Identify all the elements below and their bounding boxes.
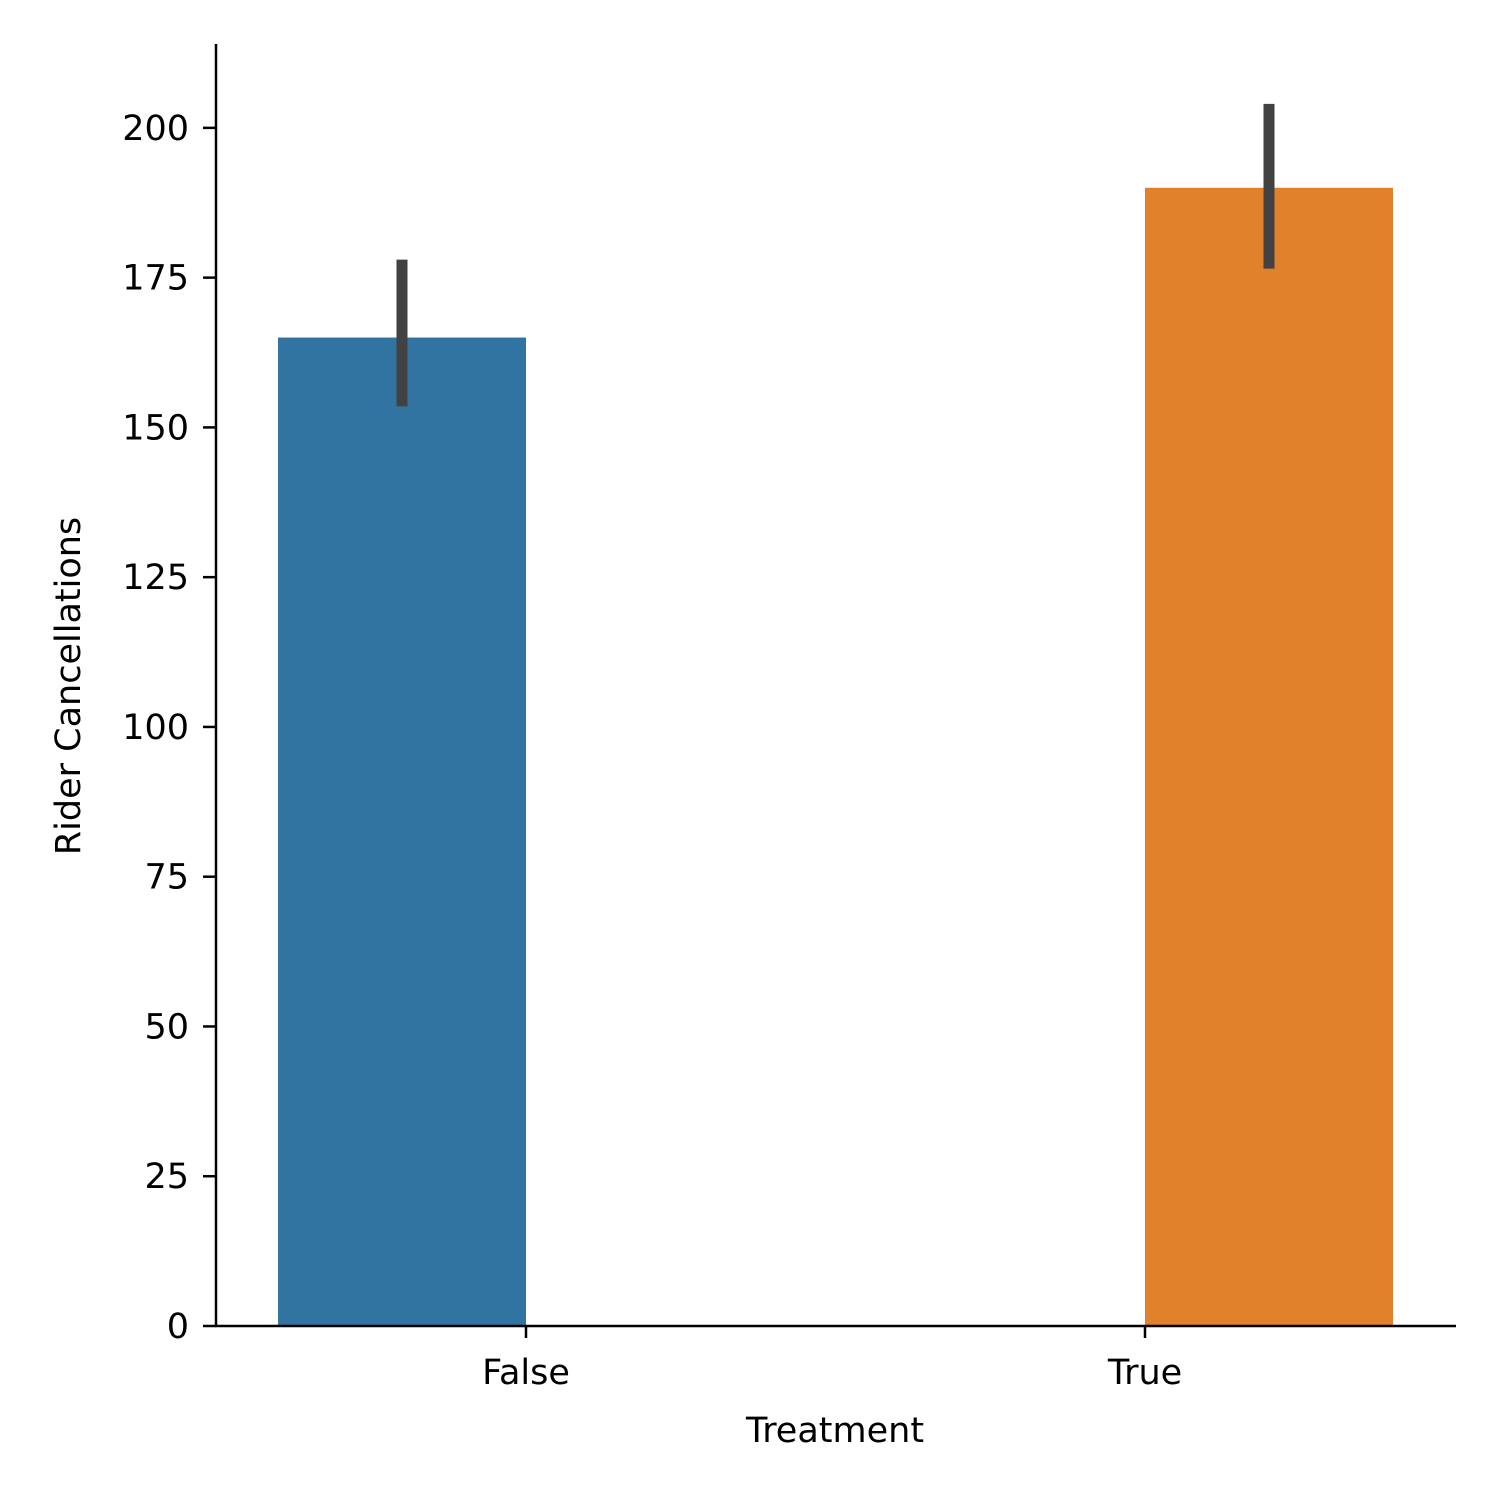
y-tick-label: 200 <box>122 109 189 149</box>
y-ticks: 0 25 50 75 100 125 150 175 200 <box>122 109 216 1347</box>
bar-true <box>1145 187 1393 1327</box>
y-tick-label: 175 <box>122 259 189 299</box>
x-tick-label: True <box>1107 1353 1182 1393</box>
y-tick-label: 125 <box>122 558 189 598</box>
x-tick-label: False <box>482 1353 570 1393</box>
y-tick-label: 50 <box>144 1007 189 1047</box>
y-tick-label: 75 <box>144 858 189 898</box>
y-tick-label: 100 <box>122 708 189 748</box>
y-tick-label: 25 <box>144 1157 189 1197</box>
y-tick-label: 0 <box>167 1307 189 1347</box>
y-axis-label: Rider Cancellations <box>49 517 89 855</box>
bar-false <box>278 337 526 1326</box>
error-bars <box>396 103 1275 407</box>
x-ticks: False True <box>482 1326 1182 1393</box>
y-tick-label: 150 <box>122 408 189 448</box>
x-axis-label: Treatment <box>745 1411 924 1451</box>
bars <box>278 187 1393 1327</box>
